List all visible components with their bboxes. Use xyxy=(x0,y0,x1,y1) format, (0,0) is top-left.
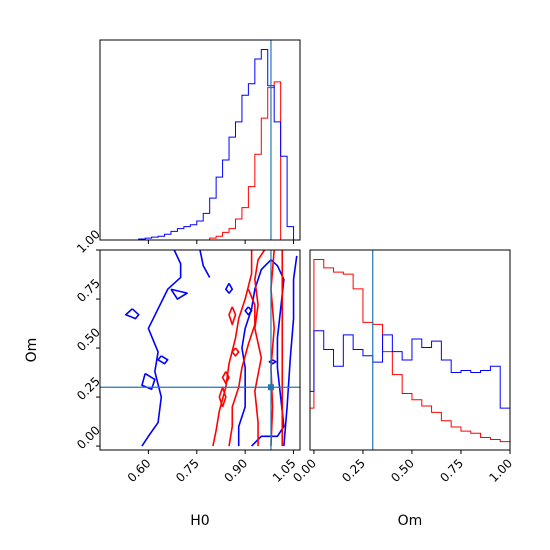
joint-frame xyxy=(99,249,301,451)
h0-histogram-panel xyxy=(99,39,301,244)
contour-series_b-1 xyxy=(199,249,211,278)
om-y-tick-label: 0.25 xyxy=(74,374,103,403)
contour-series_a-19 xyxy=(221,371,230,385)
contour-series_a-17 xyxy=(228,306,237,326)
h0-x-tick-label: 0.60 xyxy=(125,456,154,485)
contour-series_b-5 xyxy=(157,355,169,365)
om-x-tick-label: 1.00 xyxy=(486,456,515,485)
h0-x-tick-label: 0.90 xyxy=(221,456,250,485)
h0-hist-frame xyxy=(99,39,301,241)
contour-series_b-10 xyxy=(225,282,234,294)
om-ylabel: Om xyxy=(24,338,40,363)
contour-series_b-9 xyxy=(244,306,253,316)
contour-series_b-7 xyxy=(283,255,298,447)
om-y-tick-label: 0.75 xyxy=(74,276,103,305)
h0-x-tick-label: 0.75 xyxy=(173,456,202,485)
contour-series_a-11 xyxy=(254,249,266,447)
om-x-tick-label: 0.75 xyxy=(437,456,466,485)
om-y-tick-label: 0.00 xyxy=(74,423,103,452)
contour-series_b-8 xyxy=(268,359,277,365)
om-x-tick-label: 0.00 xyxy=(290,456,319,485)
contour-series_a-18 xyxy=(231,347,240,357)
om-y-tick-label: 0.50 xyxy=(74,325,103,354)
contour-series_b-2 xyxy=(170,288,188,300)
contour-series_b-0 xyxy=(141,249,182,447)
h0-xlabel: H0 xyxy=(190,513,209,529)
om-xlabel: Om xyxy=(398,513,423,529)
joint-truth-marker xyxy=(267,384,274,391)
contour-series_b-3 xyxy=(125,308,140,320)
h0-hist-series_b-step xyxy=(100,49,300,241)
om-x-tick-label: 0.25 xyxy=(339,456,368,485)
om-x-tick-label: 0.50 xyxy=(388,456,417,485)
contour-series_b-4 xyxy=(141,372,156,391)
om-y-tick-label: 1.00 xyxy=(74,227,103,256)
om-hist-frame xyxy=(309,249,511,451)
h0-om-contour-panel: 0.60 0.75 0.90 1.050.000.250.500.751.00 xyxy=(74,227,301,485)
om-hist-series_b-step xyxy=(309,330,511,450)
om-histogram-panel: 0.00 0.25 0.50 0.75 1.00 xyxy=(290,249,515,485)
h0-hist-series_a-step xyxy=(100,81,300,241)
contour-series_a-15 xyxy=(228,288,256,447)
om-hist-series_a-step xyxy=(309,259,511,450)
